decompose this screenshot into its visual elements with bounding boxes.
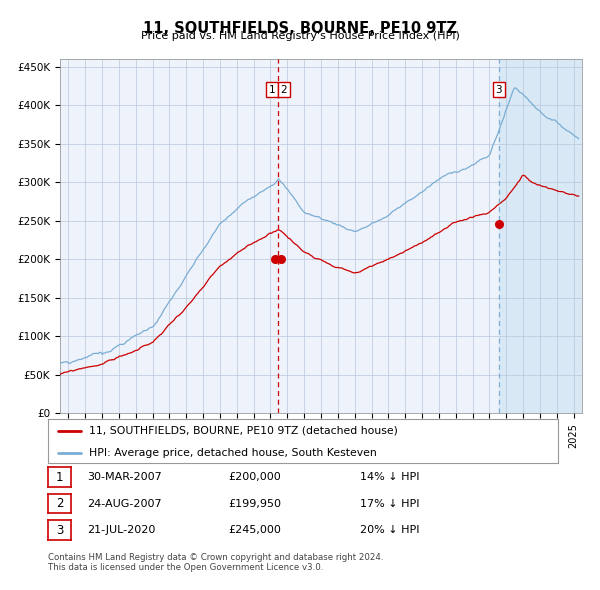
Text: HPI: Average price, detached house, South Kesteven: HPI: Average price, detached house, Sout…: [89, 448, 377, 458]
Text: 14% ↓ HPI: 14% ↓ HPI: [360, 473, 419, 482]
Text: 11, SOUTHFIELDS, BOURNE, PE10 9TZ: 11, SOUTHFIELDS, BOURNE, PE10 9TZ: [143, 21, 457, 35]
Text: 1: 1: [56, 470, 63, 484]
Text: 11, SOUTHFIELDS, BOURNE, PE10 9TZ (detached house): 11, SOUTHFIELDS, BOURNE, PE10 9TZ (detac…: [89, 426, 398, 436]
Text: £245,000: £245,000: [228, 526, 281, 535]
Text: 24-AUG-2007: 24-AUG-2007: [87, 499, 161, 509]
Text: 1: 1: [269, 85, 275, 95]
Text: 2: 2: [56, 497, 63, 510]
Text: 30-MAR-2007: 30-MAR-2007: [87, 473, 162, 482]
Text: Price paid vs. HM Land Registry's House Price Index (HPI): Price paid vs. HM Land Registry's House …: [140, 31, 460, 41]
Text: This data is licensed under the Open Government Licence v3.0.: This data is licensed under the Open Gov…: [48, 563, 323, 572]
Text: 17% ↓ HPI: 17% ↓ HPI: [360, 499, 419, 509]
Bar: [499, 59, 582, 413]
Text: 20% ↓ HPI: 20% ↓ HPI: [360, 526, 419, 535]
Text: 21-JUL-2020: 21-JUL-2020: [87, 526, 155, 535]
Text: £199,950: £199,950: [228, 499, 281, 509]
Text: 3: 3: [496, 85, 502, 95]
Text: £200,000: £200,000: [228, 473, 281, 482]
Text: 3: 3: [56, 523, 63, 537]
Text: 2: 2: [281, 85, 287, 95]
Text: Contains HM Land Registry data © Crown copyright and database right 2024.: Contains HM Land Registry data © Crown c…: [48, 553, 383, 562]
